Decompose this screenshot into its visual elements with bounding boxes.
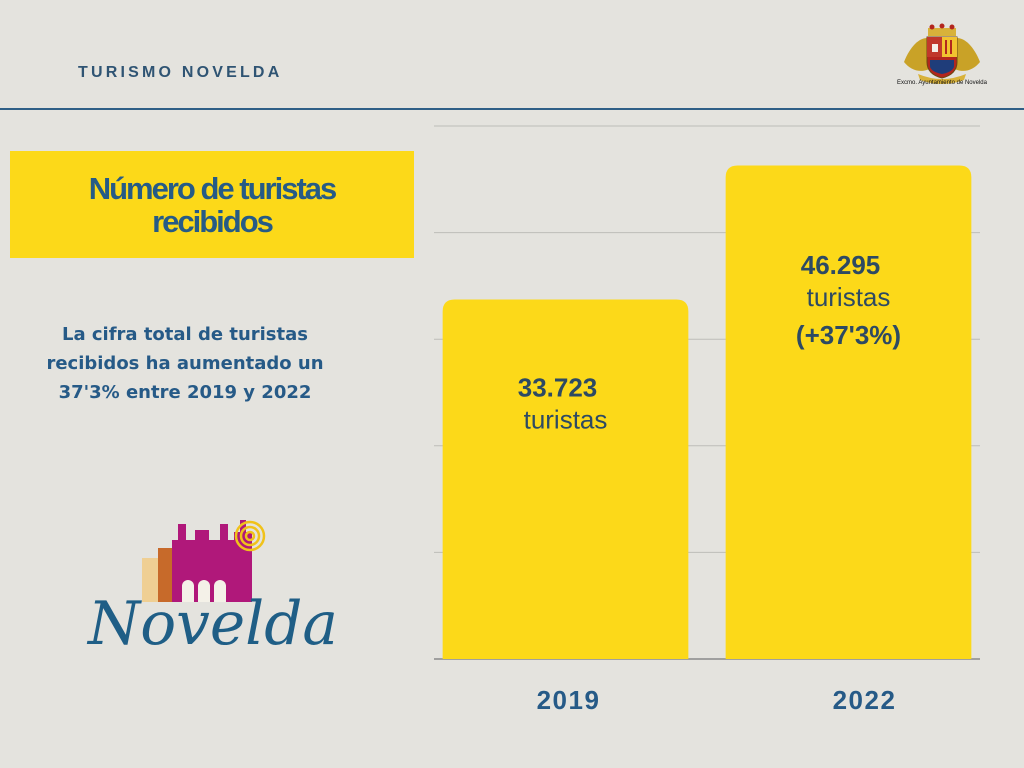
bar-2022 — [725, 165, 972, 659]
crest-caption: Excmo. Ayuntamiento de Novelda — [897, 80, 987, 86]
bar-data-label: (+37'3%) — [796, 320, 901, 350]
title-line-2: recibidos — [152, 203, 274, 239]
description-text: La cifra total de turistas recibidos ha … — [46, 324, 324, 403]
bar-2019 — [442, 299, 689, 659]
crest-shield — [926, 36, 958, 79]
title-line-1: Número de turistas — [88, 170, 338, 206]
novelda-logo: Novelda — [86, 520, 338, 659]
bar-data-label: 46.295 — [801, 250, 881, 280]
bar-data-label: turistas — [524, 405, 608, 435]
x-tick-label: 2022 — [833, 685, 897, 715]
crest-crown — [928, 23, 956, 36]
crest-ribbon — [918, 74, 966, 84]
header-divider — [0, 108, 1024, 110]
bar-data-label: turistas — [807, 282, 891, 312]
logo-sun-icon — [234, 520, 266, 552]
bar-data-label: 33.723 — [518, 373, 598, 403]
logo-wordmark: Novelda — [86, 589, 338, 659]
brand-title: TURISMO NOVELDA — [78, 64, 283, 81]
chart-x-tick-labels: 2019 2022 — [537, 685, 897, 715]
coat-of-arms-icon — [904, 23, 980, 84]
page-title: Número de turistas recibidos — [47, 172, 377, 238]
title-banner: Número de turistas recibidos — [10, 151, 414, 258]
x-tick-label: 2019 — [537, 685, 601, 715]
